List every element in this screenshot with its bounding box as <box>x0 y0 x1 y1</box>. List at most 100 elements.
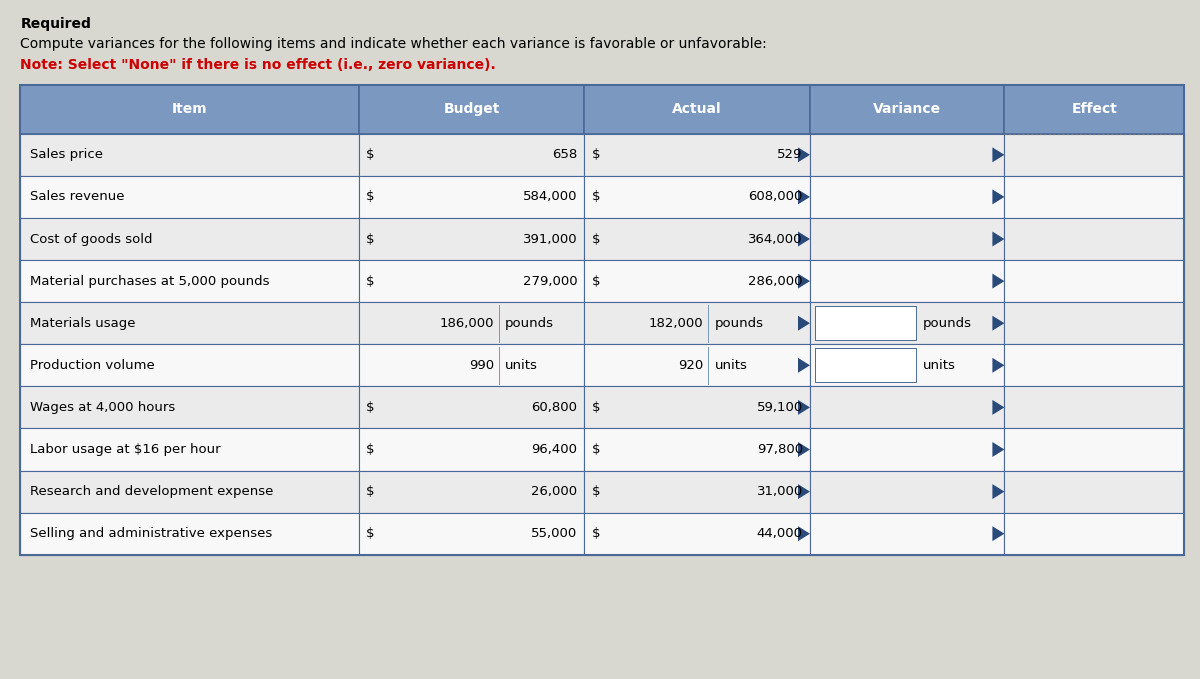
Polygon shape <box>992 484 1004 499</box>
Text: 55,000: 55,000 <box>530 527 577 540</box>
Polygon shape <box>992 232 1004 246</box>
Text: pounds: pounds <box>505 316 553 330</box>
Bar <box>810 85 1004 134</box>
Text: 96,400: 96,400 <box>532 443 577 456</box>
Text: 31,000: 31,000 <box>756 485 803 498</box>
Bar <box>584 386 810 428</box>
Bar <box>584 85 810 134</box>
Text: Item: Item <box>172 103 208 116</box>
Text: 529: 529 <box>778 148 803 162</box>
Bar <box>584 218 810 260</box>
Text: 44,000: 44,000 <box>757 527 803 540</box>
Text: $: $ <box>592 527 600 540</box>
Text: 920: 920 <box>678 359 703 372</box>
Text: 391,000: 391,000 <box>522 232 577 246</box>
Text: Wages at 4,000 hours: Wages at 4,000 hours <box>30 401 175 414</box>
Bar <box>359 218 584 260</box>
Text: units: units <box>505 359 538 372</box>
Text: Materials usage: Materials usage <box>30 316 136 330</box>
Polygon shape <box>798 400 810 415</box>
Polygon shape <box>992 274 1004 289</box>
Polygon shape <box>798 358 810 373</box>
Bar <box>20 218 359 260</box>
Text: $: $ <box>592 274 600 288</box>
Polygon shape <box>992 316 1004 331</box>
Bar <box>359 85 584 134</box>
Bar <box>584 428 810 471</box>
Bar <box>359 302 584 344</box>
Polygon shape <box>992 526 1004 541</box>
Text: Variance: Variance <box>874 103 941 116</box>
Bar <box>810 218 1004 260</box>
Bar <box>1004 85 1184 134</box>
Text: pounds: pounds <box>714 316 763 330</box>
Polygon shape <box>798 147 810 162</box>
Bar <box>20 134 359 176</box>
Text: $: $ <box>366 443 374 456</box>
Bar <box>1004 428 1184 471</box>
Text: 60,800: 60,800 <box>532 401 577 414</box>
Text: 186,000: 186,000 <box>439 316 494 330</box>
Bar <box>1004 513 1184 555</box>
Bar <box>20 344 359 386</box>
Bar <box>359 513 584 555</box>
Polygon shape <box>992 189 1004 204</box>
Text: Actual: Actual <box>672 103 722 116</box>
Text: $: $ <box>366 190 374 204</box>
Text: Cost of goods sold: Cost of goods sold <box>30 232 152 246</box>
Bar <box>359 176 584 218</box>
Text: $: $ <box>592 485 600 498</box>
Text: $: $ <box>366 401 374 414</box>
Text: 658: 658 <box>552 148 577 162</box>
Bar <box>584 513 810 555</box>
Bar <box>584 471 810 513</box>
Text: units: units <box>923 359 956 372</box>
Text: Budget: Budget <box>444 103 499 116</box>
Polygon shape <box>992 358 1004 373</box>
Bar <box>1004 344 1184 386</box>
Bar <box>359 471 584 513</box>
Bar <box>584 344 810 386</box>
Bar <box>810 134 1004 176</box>
Bar <box>1004 386 1184 428</box>
Text: Sales price: Sales price <box>30 148 103 162</box>
Bar <box>810 428 1004 471</box>
Text: $: $ <box>366 274 374 288</box>
Text: $: $ <box>592 190 600 204</box>
Bar <box>1004 218 1184 260</box>
Polygon shape <box>798 316 810 331</box>
Text: $: $ <box>366 148 374 162</box>
Bar <box>584 260 810 302</box>
Bar <box>810 386 1004 428</box>
Text: 364,000: 364,000 <box>749 232 803 246</box>
Polygon shape <box>798 189 810 204</box>
Text: Sales revenue: Sales revenue <box>30 190 125 204</box>
Text: $: $ <box>366 232 374 246</box>
Bar <box>20 471 359 513</box>
Polygon shape <box>992 147 1004 162</box>
Text: $: $ <box>366 527 374 540</box>
Bar <box>1004 471 1184 513</box>
Text: Labor usage at $16 per hour: Labor usage at $16 per hour <box>30 443 221 456</box>
Bar <box>584 302 810 344</box>
Text: 279,000: 279,000 <box>522 274 577 288</box>
Text: 286,000: 286,000 <box>749 274 803 288</box>
Text: units: units <box>714 359 748 372</box>
Bar <box>20 513 359 555</box>
Text: $: $ <box>592 443 600 456</box>
Bar <box>810 260 1004 302</box>
Bar <box>584 176 810 218</box>
Bar <box>815 348 916 382</box>
Text: pounds: pounds <box>923 316 972 330</box>
Bar <box>359 260 584 302</box>
Text: Selling and administrative expenses: Selling and administrative expenses <box>30 527 272 540</box>
Bar <box>20 85 359 134</box>
Text: 59,100: 59,100 <box>756 401 803 414</box>
Bar <box>810 513 1004 555</box>
Text: Note: Select "None" if there is no effect (i.e., zero variance).: Note: Select "None" if there is no effec… <box>20 58 496 72</box>
Text: 608,000: 608,000 <box>749 190 803 204</box>
Bar <box>815 306 916 340</box>
Text: $: $ <box>366 485 374 498</box>
Bar <box>359 386 584 428</box>
Bar <box>810 471 1004 513</box>
